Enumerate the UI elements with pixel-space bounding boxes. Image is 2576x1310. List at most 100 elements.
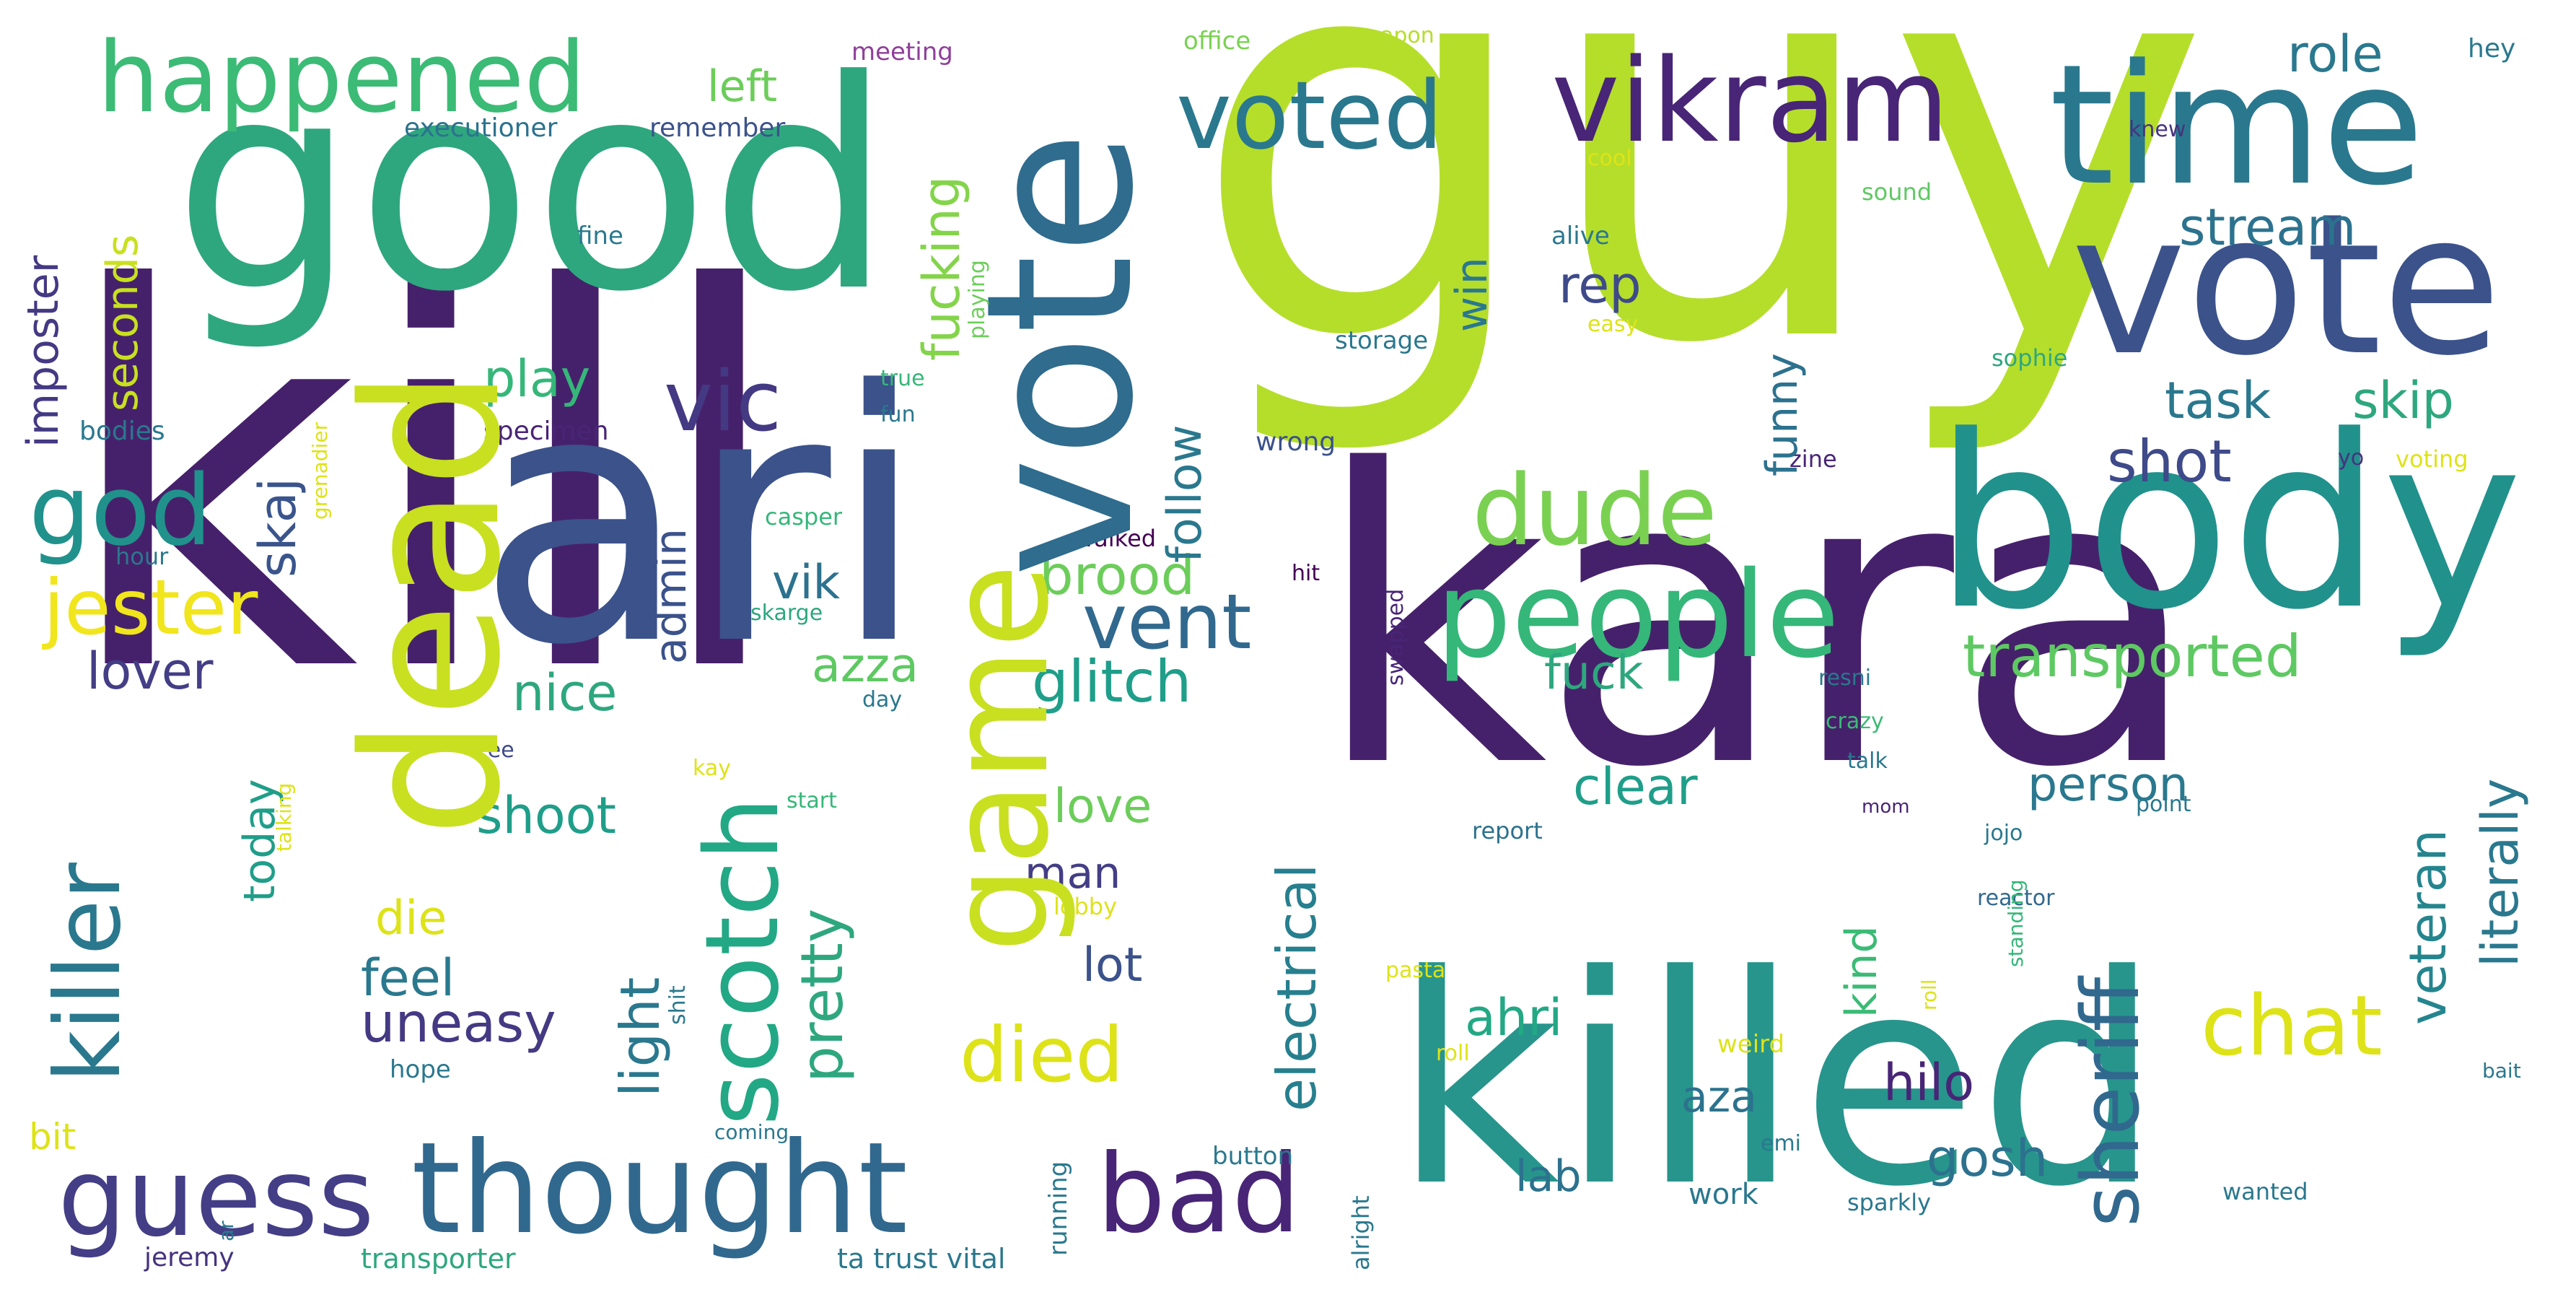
word-glitch: glitch: [1032, 648, 1192, 715]
word-lab: lab: [1515, 1151, 1582, 1202]
word-bit: bit: [29, 1116, 76, 1158]
word-report: report: [1472, 817, 1543, 844]
word-confused: ta trust vital: [837, 1243, 1006, 1275]
word-running: button: [1212, 1142, 1294, 1171]
word-reactor: shit: [665, 985, 691, 1025]
word-person: person: [2028, 758, 2189, 812]
word-ari: ari: [476, 318, 927, 721]
word-chat: chat: [2201, 978, 2383, 1075]
word-killed: killed: [1393, 914, 2162, 1250]
word-specimen: specimen: [483, 416, 609, 446]
word-fine: fine: [577, 222, 623, 250]
word-day: day: [862, 687, 903, 712]
word-meeting: meeting: [851, 38, 953, 66]
word-bodies: bodies: [79, 416, 165, 446]
word-shot: shot: [2107, 428, 2232, 495]
word-talking: lobby: [1053, 893, 1118, 920]
word-body: body: [1934, 385, 2523, 662]
word-weapon: weapon: [1349, 23, 1434, 48]
word-vic: vic: [664, 354, 782, 450]
word-task: task: [2165, 371, 2271, 430]
word-azza: azza: [812, 639, 919, 693]
word-love: love: [1053, 780, 1152, 834]
word-vikram: vikram: [1551, 33, 1950, 168]
word-die: die: [375, 891, 447, 946]
word-yo: yo: [2338, 445, 2365, 471]
word-lobby: talking: [272, 782, 296, 852]
word-hey: hey: [2468, 34, 2516, 64]
word-sparkly: alright: [1347, 1195, 1375, 1270]
word-kara: kara: [1313, 385, 2202, 856]
word-shoot: shoot: [476, 786, 616, 845]
word-shit: reactor: [1977, 886, 2055, 911]
word-fucking: fucking: [912, 175, 971, 361]
word-vent: vent: [1082, 578, 1252, 666]
word-sheriff: sheriff: [2064, 977, 2157, 1227]
word-jack: vote: [2071, 171, 2502, 398]
word-literally: literally: [2471, 778, 2530, 967]
word-dead: dead: [324, 368, 542, 837]
word-zine: zine: [1789, 445, 1837, 473]
word-button: ar: [214, 1221, 238, 1241]
word-skarge: skarge: [750, 601, 823, 626]
word-died: died: [960, 1011, 1124, 1099]
word-ar: bait: [2482, 1059, 2521, 1083]
word-sound: sound: [1862, 178, 1932, 206]
word-vote: vote: [943, 130, 1178, 577]
word-lover: lover: [87, 642, 214, 701]
word-light: uneasy: [361, 991, 556, 1054]
word-standing-rot: roll: [1917, 979, 1941, 1010]
word-clear: clear: [1573, 757, 1698, 816]
word-time: time: [2049, 30, 2424, 222]
word-killer: killer: [36, 863, 141, 1083]
word-jester: jester: [43, 564, 258, 652]
word-transported: transported: [1963, 623, 2302, 690]
word-sophie: sophie: [1992, 344, 2068, 372]
word-kind: kind: [1836, 925, 1887, 1018]
word-stream: stream: [2179, 198, 2357, 257]
word-scotch: scotch: [684, 796, 802, 1126]
word-walked: walked: [1075, 525, 1157, 552]
word-zee: zee: [476, 738, 514, 763]
word-electrical: electrical: [1265, 863, 1328, 1112]
word-seconds: seconds: [97, 234, 148, 411]
word-fuck: fuck: [1544, 646, 1644, 700]
word-roll: pasta: [1385, 958, 1446, 983]
word-executioner: executioner: [404, 113, 558, 143]
word-lot: lot: [1082, 938, 1143, 992]
word-guess: guess: [58, 1135, 374, 1261]
word-follow: follow: [1158, 424, 1212, 563]
word-pretty: pretty: [789, 908, 856, 1083]
word-talk: talk: [1847, 748, 1888, 774]
word-veteran: veteran: [2398, 829, 2458, 1025]
word-nice: nice: [512, 663, 618, 722]
word-resni: resni: [1818, 665, 1872, 691]
word-happened: happened: [97, 21, 587, 134]
word-knew: knew: [2129, 117, 2186, 142]
word-crazy: crazy: [1826, 709, 1884, 734]
word-god: god: [29, 454, 212, 567]
word-admin: admin: [646, 528, 696, 664]
word-brood: brood: [1039, 543, 1196, 607]
word-pasta: standing: [2004, 879, 2028, 967]
word-play: play: [483, 349, 591, 409]
word-voting: voting: [2396, 445, 2468, 473]
word-hope: weird: [1717, 1030, 1785, 1059]
word-alive: alive: [1551, 222, 1610, 250]
word-dude: dude: [1472, 454, 1718, 567]
word-alright: running: [1044, 1161, 1073, 1256]
word-skaj: skaj: [248, 477, 307, 577]
word-vik: vik: [772, 556, 841, 610]
word-true: true: [880, 366, 925, 391]
word-coming: hope: [390, 1055, 451, 1084]
word-aza: aza: [1681, 1072, 1758, 1122]
word-start: start: [787, 788, 837, 813]
word-emi: coming: [714, 1120, 789, 1144]
word-thought: thought: [411, 1116, 908, 1262]
word-role: role: [2287, 25, 2383, 84]
word-kill: kill: [58, 181, 792, 786]
word-left: left: [707, 61, 778, 112]
word-hilo: hilo: [1883, 1053, 1975, 1112]
word-mom: mom: [1862, 796, 1910, 818]
